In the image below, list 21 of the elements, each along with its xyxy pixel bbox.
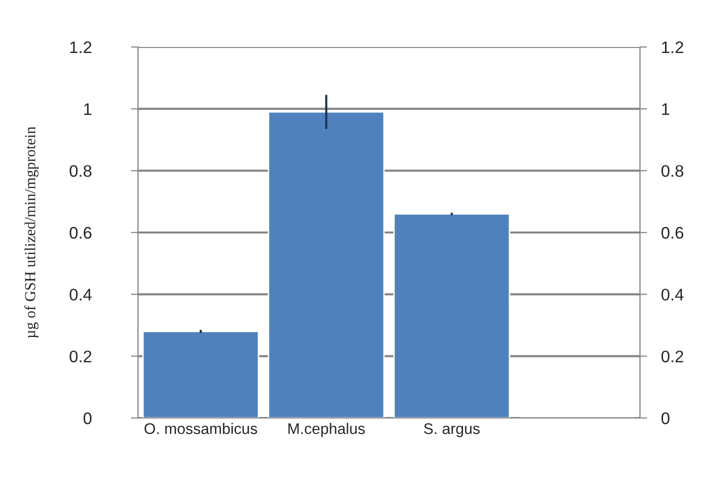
y-tick-label: 0.4 [70,288,92,301]
y2-tick-label: 0 [661,412,670,424]
y-tick-label: 0.6 [70,226,92,239]
bar [393,213,510,418]
y2-tick-label: 0.6 [661,226,684,239]
y-axis-title: µg of GSH utilized/min/mgprotein [24,126,38,338]
y2-tick-label: 0.2 [661,350,684,362]
x-tick-label: S. argus [424,423,480,438]
y-tick-label: 1 [84,103,92,115]
x-tick-label: O. mossambicus [144,422,258,434]
bar [142,330,260,418]
y2-tick-label: 0.8 [661,165,684,177]
y2-tick-label: 1 [662,103,670,115]
y-tick-label: 0.8 [70,165,92,177]
y2-tick-label: 1.2 [662,41,684,54]
x-tick-label: M.cephalus [288,422,365,438]
y2-tick-label: 0.4 [661,288,684,301]
bar [268,111,385,418]
y-tick-label: 1.2 [70,41,92,54]
y-tick-label: 0.2 [70,350,92,362]
y-tick-label: 0 [84,412,92,424]
